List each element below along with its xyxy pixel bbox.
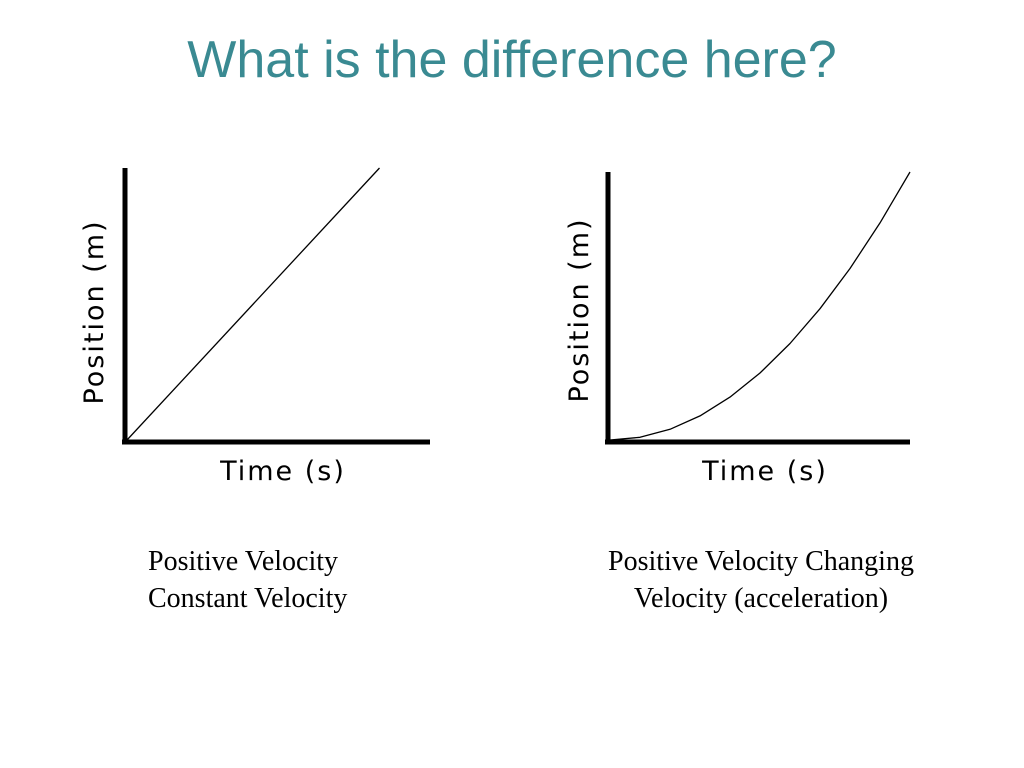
series-line [609,171,911,441]
position-time-chart-acceleration: Time (s) Position (m) [564,171,911,487]
y-axis-label: Position (m) [564,217,595,402]
position-time-chart-constant: Time (s) Position (m) [79,167,430,487]
caption-line: Constant Velocity [148,583,348,614]
plot-area [126,167,380,441]
series-line [126,167,380,441]
caption-line: Velocity (acceleration) [633,583,889,614]
slide-title: What is the difference here? [187,31,837,89]
y-axis-label: Position (m) [79,219,110,404]
caption-constant-velocity: Positive Velocity Constant Velocity [148,543,347,617]
caption-line: Positive Velocity Changing [608,546,914,577]
x-axis-label: Time (s) [701,456,828,487]
plot-area [609,171,911,441]
caption-acceleration: Positive Velocity Changing Velocity (acc… [555,543,967,617]
x-axis-label: Time (s) [219,456,346,487]
caption-line: Positive Velocity [148,546,339,577]
